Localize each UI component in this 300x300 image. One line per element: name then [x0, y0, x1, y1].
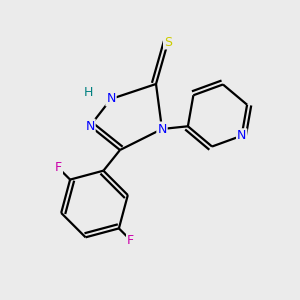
Text: N: N	[106, 92, 116, 106]
Text: H: H	[84, 86, 93, 100]
Text: F: F	[55, 161, 62, 174]
Text: S: S	[164, 35, 172, 49]
Text: N: N	[237, 129, 246, 142]
Text: F: F	[127, 234, 134, 247]
Text: N: N	[157, 122, 167, 136]
Text: N: N	[85, 119, 95, 133]
